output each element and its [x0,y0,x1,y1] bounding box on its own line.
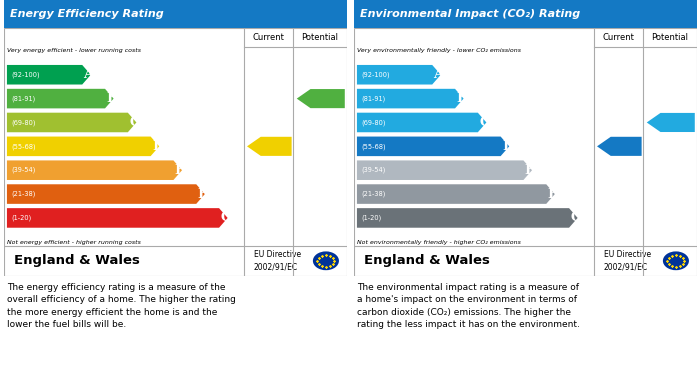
Text: England & Wales: England & Wales [14,254,140,267]
Text: B: B [106,92,118,105]
Text: C: C [479,116,489,129]
Polygon shape [357,136,509,156]
Text: (81-91): (81-91) [11,95,35,102]
Text: 2002/91/EC: 2002/91/EC [254,262,298,271]
Text: (21-38): (21-38) [361,191,386,197]
Polygon shape [247,137,292,156]
Text: (55-68): (55-68) [11,143,36,150]
Text: F: F [547,188,557,201]
Polygon shape [7,208,228,228]
Text: Very environmentally friendly - lower CO₂ emissions: Very environmentally friendly - lower CO… [357,48,521,53]
Polygon shape [7,65,91,84]
Text: EU Directive: EU Directive [254,250,301,259]
Text: E: E [525,164,535,177]
Text: (39-54): (39-54) [361,167,386,174]
Polygon shape [7,113,136,132]
Polygon shape [357,65,441,84]
Text: Energy Efficiency Rating: Energy Efficiency Rating [10,9,164,19]
Text: EU Directive: EU Directive [604,250,651,259]
Text: (92-100): (92-100) [11,72,40,78]
Text: C: C [129,116,139,129]
Text: 66: 66 [268,141,284,151]
Polygon shape [357,208,578,228]
Text: England & Wales: England & Wales [364,254,490,267]
Polygon shape [357,184,555,204]
Text: B: B [456,92,468,105]
Circle shape [663,251,689,270]
Text: Not energy efficient - higher running costs: Not energy efficient - higher running co… [7,240,141,245]
Text: (55-68): (55-68) [361,143,386,150]
Polygon shape [7,89,113,108]
Text: The energy efficiency rating is a measure of the
overall efficiency of a home. T: The energy efficiency rating is a measur… [7,283,236,329]
Text: (81-91): (81-91) [361,95,385,102]
Polygon shape [597,137,642,156]
Text: G: G [570,212,582,224]
Circle shape [313,251,339,270]
Polygon shape [297,89,345,108]
Text: (21-38): (21-38) [11,191,36,197]
Text: 83: 83 [320,93,335,104]
Text: G: G [220,212,232,224]
Text: (1-20): (1-20) [361,215,382,221]
Text: A: A [433,68,444,81]
Text: Not environmentally friendly - higher CO₂ emissions: Not environmentally friendly - higher CO… [357,240,521,245]
Text: Current: Current [253,33,284,42]
Polygon shape [647,113,695,132]
Text: (39-54): (39-54) [11,167,36,174]
Polygon shape [7,136,159,156]
Text: Potential: Potential [302,33,338,42]
Text: Environmental Impact (CO₂) Rating: Environmental Impact (CO₂) Rating [360,9,580,19]
Text: D: D [152,140,163,153]
Polygon shape [357,89,463,108]
Polygon shape [7,160,182,180]
Text: (92-100): (92-100) [361,72,390,78]
Text: Potential: Potential [652,33,688,42]
Text: 59: 59 [618,141,634,151]
Text: Current: Current [603,33,634,42]
Text: (69-80): (69-80) [11,119,36,126]
Text: A: A [83,68,94,81]
Text: (69-80): (69-80) [361,119,386,126]
Text: F: F [197,188,207,201]
Text: (1-20): (1-20) [11,215,32,221]
Polygon shape [357,160,532,180]
Text: Very energy efficient - lower running costs: Very energy efficient - lower running co… [7,48,141,53]
Text: The environmental impact rating is a measure of
a home's impact on the environme: The environmental impact rating is a mea… [357,283,580,329]
Text: E: E [175,164,185,177]
Text: 2002/91/EC: 2002/91/EC [604,262,648,271]
Text: 79: 79 [670,117,685,127]
Text: D: D [502,140,513,153]
Polygon shape [357,113,486,132]
Polygon shape [7,184,205,204]
